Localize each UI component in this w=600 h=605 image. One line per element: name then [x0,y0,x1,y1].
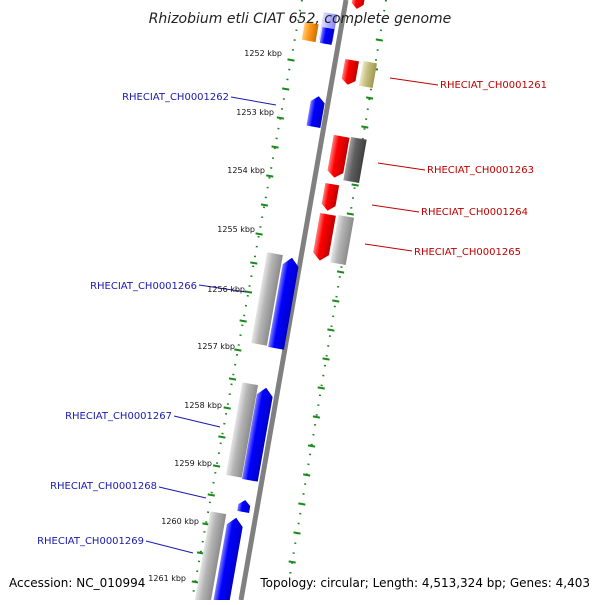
ruler-tick [332,299,340,303]
ruler-tick [218,435,226,439]
ruler-tick [282,87,290,91]
ruler-tick [288,560,296,564]
gene-blue-top [319,27,335,45]
ruler-tick [234,348,242,352]
gene-red-top [351,0,366,9]
genome-backbone [238,0,349,601]
accession-label: Accession: NC_010994 [9,576,145,590]
ruler-tick [212,464,221,468]
gene-rheciat-ch0001265-red [313,212,336,261]
inner-major-ticks [288,38,383,564]
gene-orange [301,21,319,43]
ruler-tick [207,493,215,497]
gene-rheciat-ch0001268 [237,500,251,513]
gene-rheciat-ch0001267-blue [241,387,273,482]
gene-label-rheciat-ch0001266: RHECIAT_CH0001266 [90,281,197,292]
ruler-label: 1260 kbp [161,517,199,526]
ruler-tick [276,116,285,120]
ruler-tick [191,580,199,584]
ruler-tick [223,406,231,410]
gene-label-rheciat-ch0001261: RHECIAT_CH0001261 [440,80,547,91]
gene-rheciat-ch0001263-red [327,134,350,178]
ruler-label: 1253 kbp [236,108,274,117]
gene-label-rheciat-ch0001263: RHECIAT_CH0001263 [427,165,534,176]
ruler-tick [271,145,279,149]
ruler-label: 1258 kbp [184,401,222,410]
ruler-tick [307,444,316,448]
gene-features [193,0,377,605]
gene-rheciat-ch0001269-blue [211,517,243,605]
ruler-tick [303,473,311,477]
ruler-tick [244,290,253,294]
gene-rheciat-ch0001266-gray [251,252,283,346]
ruler-tick [312,415,321,419]
gene-rheciat-ch0001263-dark [343,136,367,184]
right-callouts [364,77,439,252]
ruler-tick [293,531,301,535]
ruler-label: 1256 kbp [207,285,245,294]
ruler-tick [228,377,237,381]
ruler-tick [351,183,359,187]
ruler-tick [336,270,345,274]
ruler-tick [375,38,383,42]
ruler-label: 1254 kbp [227,166,265,175]
gene-label-rheciat-ch0001268: RHECIAT_CH0001268 [50,481,157,492]
ruler-tick [361,125,369,129]
ruler-label: 1259 kbp [174,459,212,468]
ruler-tick [365,96,374,100]
ruler-labels: 1252 kbp 1253 kbp 1254 kbp 1255 kbp 1256… [148,49,282,583]
ruler-tick [239,319,247,323]
ruler-tick [196,551,205,555]
gene-label-rheciat-ch0001265: RHECIAT_CH0001265 [414,247,521,258]
gene-rheciat-ch0001264 [321,182,340,211]
gene-khaki [358,60,377,89]
ruler-label: 1255 kbp [217,225,255,234]
gene-rheciat-ch0001269-gray [193,511,227,605]
gene-rheciat-ch0001267-gray [225,382,259,478]
left-callouts [145,96,277,554]
ruler-tick [266,174,274,178]
ruler-tick [250,261,258,265]
map-title: Rhizobium etli CIAT 652, complete genome [149,11,452,27]
inner-ruler-track [289,0,387,576]
gene-rheciat-ch0001262 [306,96,325,128]
ruler-label: 1257 kbp [197,342,235,351]
ruler-label: 1252 kbp [244,49,282,58]
gene-rheciat-ch0001265-gray [329,214,355,266]
topology-label: Topology: circular; Length: 4,513,324 bp… [259,576,590,590]
gene-label-rheciat-ch0001267: RHECIAT_CH0001267 [65,411,172,422]
gene-rheciat-ch0001266-blue [268,257,299,350]
ruler-tick [255,232,263,236]
gene-label-rheciat-ch0001262: RHECIAT_CH0001262 [122,92,229,103]
ruler-tick [322,357,330,361]
ruler-label: 1261 kbp [148,574,186,583]
gene-labels-right: RHECIAT_CH0001261 RHECIAT_CH0001263 RHEC… [414,80,547,258]
ruler-tick [317,386,325,390]
gene-labels-left: RHECIAT_CH0001262 RHECIAT_CH0001266 RHEC… [37,92,229,547]
ruler-tick [260,203,269,207]
outer-major-ticks [191,58,295,584]
ruler-tick [346,212,354,216]
ruler-tick [327,328,335,332]
ruler-tick [298,502,306,506]
gene-rheciat-ch0001261 [341,58,359,85]
ruler-tick [287,58,295,62]
gene-label-rheciat-ch0001264: RHECIAT_CH0001264 [421,207,528,218]
gene-label-rheciat-ch0001269: RHECIAT_CH0001269 [37,536,144,547]
